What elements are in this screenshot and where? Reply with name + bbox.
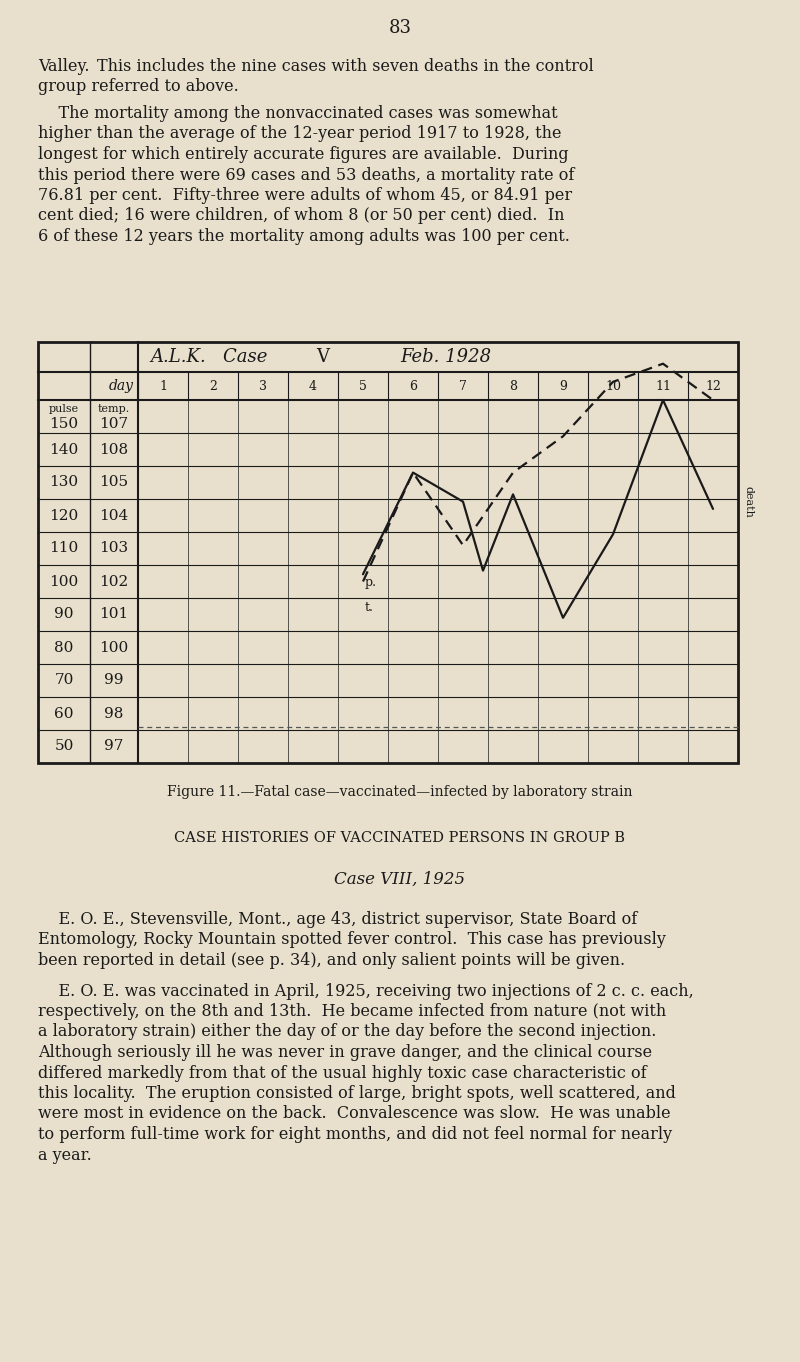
Text: Feb. 1928: Feb. 1928 <box>400 349 491 366</box>
Text: 7: 7 <box>459 380 467 392</box>
Text: 107: 107 <box>99 417 129 430</box>
Text: 5: 5 <box>359 380 367 392</box>
Text: CASE HISTORIES OF VACCINATED PERSONS IN GROUP B: CASE HISTORIES OF VACCINATED PERSONS IN … <box>174 831 626 844</box>
Text: a laboratory strain) either the day of or the day before the second injection.: a laboratory strain) either the day of o… <box>38 1023 656 1041</box>
Text: 90: 90 <box>54 607 74 621</box>
Text: 6: 6 <box>409 380 417 392</box>
Text: Although seriously ill he was never in grave danger, and the clinical course: Although seriously ill he was never in g… <box>38 1045 652 1061</box>
Text: E. O. E., Stevensville, Mont., age 43, district supervisor, State Board of: E. O. E., Stevensville, Mont., age 43, d… <box>38 911 638 928</box>
Text: this period there were 69 cases and 53 deaths, a mortality rate of: this period there were 69 cases and 53 d… <box>38 166 574 184</box>
Text: 102: 102 <box>99 575 129 588</box>
Text: 4: 4 <box>309 380 317 392</box>
Text: group referred to above.: group referred to above. <box>38 78 238 95</box>
Text: 50: 50 <box>54 740 74 753</box>
Text: pulse: pulse <box>49 405 79 414</box>
Text: 98: 98 <box>104 707 124 720</box>
Text: been reported in detail (see p. 34), and only salient points will be given.: been reported in detail (see p. 34), and… <box>38 952 625 968</box>
Text: 103: 103 <box>99 542 129 556</box>
Text: Figure 11.—Fatal case—vaccinated—infected by laboratory strain: Figure 11.—Fatal case—vaccinated—infecte… <box>167 785 633 799</box>
Text: 101: 101 <box>99 607 129 621</box>
Text: 110: 110 <box>50 542 78 556</box>
Text: 1: 1 <box>159 380 167 392</box>
Text: 100: 100 <box>50 575 78 588</box>
Text: 11: 11 <box>655 380 671 392</box>
Text: This includes the nine cases with seven deaths in the control: This includes the nine cases with seven … <box>97 59 594 75</box>
Text: 80: 80 <box>54 640 74 655</box>
Bar <box>38 342 738 763</box>
Text: 9: 9 <box>559 380 567 392</box>
Text: 6 of these 12 years the mortality among adults was 100 per cent.: 6 of these 12 years the mortality among … <box>38 227 570 245</box>
Text: 97: 97 <box>104 740 124 753</box>
Text: temp.: temp. <box>98 405 130 414</box>
Text: 140: 140 <box>50 443 78 456</box>
Text: 70: 70 <box>54 673 74 688</box>
Text: p.: p. <box>365 576 377 590</box>
Text: 10: 10 <box>605 380 621 392</box>
Text: higher than the average of the 12-year period 1917 to 1928, the: higher than the average of the 12-year p… <box>38 125 562 143</box>
Text: t.: t. <box>365 601 374 614</box>
Text: 130: 130 <box>50 475 78 489</box>
Text: respectively, on the 8th and 13th.  He became infected from nature (not with: respectively, on the 8th and 13th. He be… <box>38 1002 666 1020</box>
Text: 2: 2 <box>209 380 217 392</box>
Text: A.L.K.   Case: A.L.K. Case <box>150 349 267 366</box>
Text: longest for which entirely accurate figures are available.  During: longest for which entirely accurate figu… <box>38 146 569 163</box>
Text: 8: 8 <box>509 380 517 392</box>
Text: death: death <box>743 486 753 518</box>
Text: 99: 99 <box>104 673 124 688</box>
Text: E. O. E. was vaccinated in April, 1925, receiving two injections of 2 c. c. each: E. O. E. was vaccinated in April, 1925, … <box>38 982 694 1000</box>
Text: differed markedly from that of the usual highly toxic case characteristic of: differed markedly from that of the usual… <box>38 1065 646 1081</box>
Text: 105: 105 <box>99 475 129 489</box>
Text: a year.: a year. <box>38 1147 92 1163</box>
Text: to perform full-time work for eight months, and did not feel normal for nearly: to perform full-time work for eight mont… <box>38 1126 672 1143</box>
Text: were most in evidence on the back.  Convalescence was slow.  He was unable: were most in evidence on the back. Conva… <box>38 1106 670 1122</box>
Text: 104: 104 <box>99 508 129 523</box>
Text: 76.81 per cent.  Fifty-three were adults of whom 45, or 84.91 per: 76.81 per cent. Fifty-three were adults … <box>38 187 572 204</box>
Text: Case VIII, 1925: Case VIII, 1925 <box>334 872 466 888</box>
Text: V: V <box>316 349 329 366</box>
Text: 3: 3 <box>259 380 267 392</box>
Text: 120: 120 <box>50 508 78 523</box>
Text: Valley.: Valley. <box>38 59 90 75</box>
Text: 108: 108 <box>99 443 129 456</box>
Text: 100: 100 <box>99 640 129 655</box>
Text: 60: 60 <box>54 707 74 720</box>
Text: cent died; 16 were children, of whom 8 (or 50 per cent) died.  In: cent died; 16 were children, of whom 8 (… <box>38 207 565 225</box>
Text: 83: 83 <box>389 19 411 37</box>
Text: 12: 12 <box>705 380 721 392</box>
Text: 150: 150 <box>50 417 78 430</box>
Text: this locality.  The eruption consisted of large, bright spots, well scattered, a: this locality. The eruption consisted of… <box>38 1086 676 1102</box>
Text: Entomology, Rocky Mountain spotted fever control.  This case has previously: Entomology, Rocky Mountain spotted fever… <box>38 932 666 948</box>
Text: The mortality among the nonvaccinated cases was somewhat: The mortality among the nonvaccinated ca… <box>38 105 558 123</box>
Text: day: day <box>109 379 134 394</box>
